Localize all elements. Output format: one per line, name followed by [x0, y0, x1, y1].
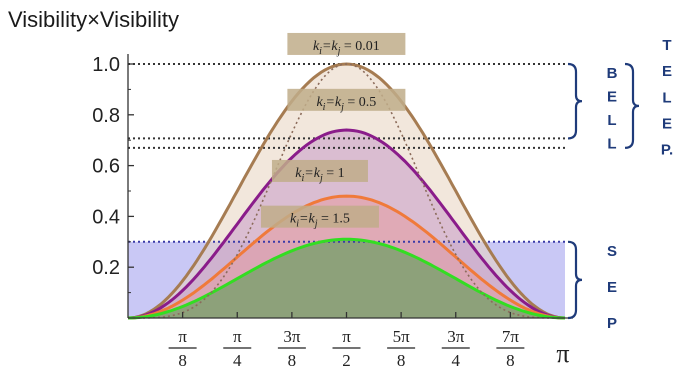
- series-line-2: [127, 128, 566, 320]
- curve-label-2: ki=kj = 0.5: [287, 88, 406, 113]
- y-tick-label-1: 0.2: [92, 257, 120, 279]
- y-axis-title: Visibility×Visibility: [8, 7, 179, 32]
- region-letter-2-5: P.: [661, 142, 673, 159]
- region-letter-2-1: T: [662, 37, 671, 54]
- region-letter-2-4: E: [662, 116, 672, 133]
- x-tick-denominator-2: 4: [233, 351, 242, 370]
- x-tick-denominator-3: 8: [288, 351, 297, 370]
- x-tick-numerator-5: 5π: [393, 327, 411, 346]
- curve-label-1: ki=kj = 0.01: [287, 32, 406, 57]
- x-tick-denominator-7: 8: [506, 351, 515, 370]
- curve-label-text: ki=kj = 1.5: [290, 212, 350, 230]
- x-tick-numerator-1: π: [178, 327, 187, 346]
- x-tick-denominator-5: 8: [397, 351, 406, 370]
- x-tick-denominator-1: 8: [178, 351, 187, 370]
- curve-label-bg: [271, 159, 368, 182]
- x-tick-denominator-4: 2: [342, 351, 351, 370]
- series-fill-4: [128, 239, 565, 318]
- series-line-3: [127, 194, 566, 320]
- curve-label-3: ki=kj = 1: [271, 159, 368, 184]
- reference-dotted-curve: [128, 63, 565, 319]
- region-bracket-1: [567, 62, 583, 140]
- region-letter-2-2: E: [662, 63, 672, 80]
- x-tick-numerator-2: π: [233, 327, 242, 346]
- x-tick-label-pi: π: [556, 339, 569, 368]
- y-tick-label-3: 0.6: [92, 156, 120, 178]
- region-letter-1-2: E: [607, 89, 617, 106]
- region-letter-1-1: B: [607, 65, 618, 82]
- curve-label-bg: [287, 88, 406, 111]
- y-tick-label-5: 1.0: [92, 54, 120, 76]
- axes: 0.2 0.4 0.6 0.8 1.0 π 8 π 4 3π 8 π 2 5π 8 3π 4 7π 8 π: [92, 54, 573, 370]
- curve-label-bg: [287, 32, 406, 55]
- curve-label-text: ki=kj = 0.5: [316, 95, 376, 113]
- x-tick-numerator-7: 7π: [502, 327, 520, 346]
- region-letter-3-1: S: [607, 243, 617, 260]
- curve-label-4: ki=kj = 1.5: [260, 205, 379, 230]
- x-tick-numerator-4: π: [342, 327, 351, 346]
- curve-line-layer: [127, 62, 566, 320]
- region-letter-3-3: P: [607, 315, 617, 332]
- series-line-4: [127, 237, 566, 320]
- region-letter-1-3: L: [607, 112, 616, 129]
- y-tick-label-4: 0.8: [92, 105, 120, 127]
- curve-label-text: ki=kj = 0.01: [313, 39, 380, 57]
- region-letter-3-2: E: [607, 279, 617, 296]
- curve-label-bg: [260, 205, 379, 228]
- x-tick-numerator-6: 3π: [447, 327, 465, 346]
- x-tick-denominator-6: 4: [452, 351, 461, 370]
- y-tick-label-2: 0.4: [92, 206, 120, 228]
- region-bracket-2: [624, 62, 640, 149]
- x-tick-numerator-3: 3π: [283, 327, 301, 346]
- curve-labels: ki=kj = 0.01 ki=kj = 0.5 ki=kj = 1 ki=kj = …: [260, 32, 406, 230]
- region-letter-1-4: L: [607, 136, 616, 153]
- region-letter-2-3: L: [662, 89, 671, 106]
- curve-label-text: ki=kj = 1: [295, 166, 344, 184]
- region-bracket-3: [567, 240, 583, 320]
